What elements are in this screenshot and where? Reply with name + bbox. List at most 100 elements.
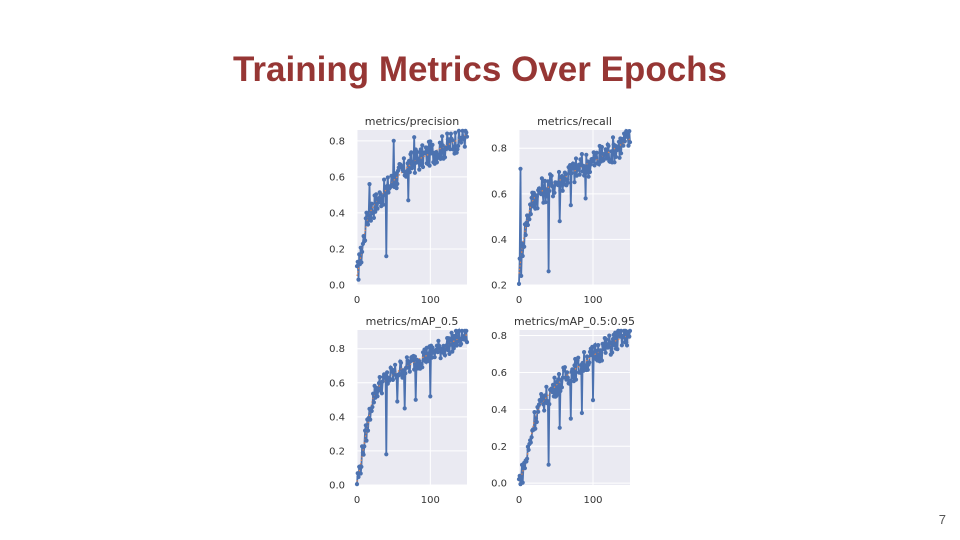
data-point: [381, 202, 386, 207]
data-point: [582, 350, 587, 355]
data-point: [418, 147, 423, 152]
data-point: [412, 135, 417, 140]
data-point: [610, 336, 616, 342]
data-point: [550, 389, 555, 395]
data-point: [393, 362, 398, 367]
data-point: [356, 277, 361, 282]
data-point: [612, 160, 617, 165]
data-point: [568, 203, 573, 208]
data-point: [540, 192, 545, 197]
slide-title: Training Metrics Over Epochs: [232, 50, 728, 89]
data-point: [627, 140, 633, 145]
data-point: [609, 340, 614, 345]
x-tick-label: 0: [516, 295, 522, 306]
data-point: [356, 474, 361, 480]
data-point: [386, 190, 391, 195]
data-point: [544, 384, 549, 389]
data-point: [547, 402, 552, 407]
data-point: [407, 158, 412, 163]
chart-title: metrics/precision: [365, 115, 460, 128]
data-point: [358, 471, 363, 476]
y-tick-label: 0.6: [491, 189, 507, 200]
data-point: [621, 143, 626, 148]
data-point: [619, 343, 625, 348]
data-point: [410, 358, 415, 363]
data-point: [536, 402, 542, 407]
data-point: [368, 218, 373, 223]
data-point: [621, 335, 626, 340]
data-point: [440, 143, 445, 148]
data-point: [384, 452, 389, 457]
data-point: [461, 334, 466, 339]
data-point: [447, 351, 452, 356]
data-point: [420, 143, 425, 148]
data-point: [391, 368, 396, 373]
data-point: [451, 346, 456, 351]
data-point: [519, 273, 524, 278]
x-tick-label: 100: [421, 495, 440, 506]
y-tick-label: 0.8: [329, 136, 345, 147]
data-point: [401, 156, 406, 161]
data-point: [445, 347, 450, 353]
data-point: [354, 482, 360, 487]
data-point: [417, 167, 422, 172]
data-point: [610, 135, 616, 140]
data-point: [539, 176, 545, 181]
data-point: [420, 365, 425, 370]
chart-title: metrics/mAP_0.5:0.95: [514, 315, 635, 328]
data-point: [395, 399, 400, 404]
y-tick-label: 0.0: [491, 479, 507, 490]
data-point: [445, 131, 450, 136]
data-point: [586, 174, 591, 179]
data-point: [369, 408, 374, 414]
data-point: [403, 371, 408, 376]
data-point: [582, 173, 587, 178]
data-point: [568, 416, 573, 421]
data-point: [622, 139, 627, 144]
data-point: [520, 480, 525, 485]
y-tick-label: 0.6: [329, 172, 345, 183]
data-point: [560, 188, 565, 193]
data-point: [362, 444, 367, 449]
data-point: [363, 428, 368, 433]
data-point: [464, 340, 470, 345]
data-point: [460, 128, 465, 133]
data-point: [576, 167, 581, 172]
data-point: [426, 357, 431, 362]
y-tick-label: 0.4: [491, 235, 507, 246]
data-point: [619, 151, 624, 156]
data-point: [427, 163, 432, 168]
data-point: [375, 206, 380, 211]
data-point: [602, 346, 607, 352]
data-point: [526, 447, 531, 452]
data-point: [626, 143, 631, 148]
data-point: [428, 139, 433, 144]
data-point: [593, 343, 598, 348]
data-point: [416, 159, 421, 164]
data-point: [373, 209, 378, 214]
data-point: [454, 150, 459, 155]
data-point: [534, 419, 539, 425]
data-point: [436, 338, 441, 343]
chart-title: metrics/recall: [537, 115, 612, 128]
data-point: [442, 155, 448, 160]
data-point: [367, 182, 372, 187]
data-point: [395, 181, 400, 186]
data-point: [548, 180, 553, 185]
data-point: [456, 328, 461, 333]
data-point: [407, 170, 412, 175]
data-point: [527, 217, 532, 222]
data-point: [598, 348, 603, 353]
data-point: [370, 404, 375, 410]
data-point: [563, 172, 568, 177]
data-point: [440, 134, 445, 139]
data-point: [617, 155, 622, 160]
data-point: [448, 342, 453, 347]
data-point: [520, 253, 525, 259]
data-point: [385, 370, 390, 375]
data-point: [556, 169, 562, 175]
data-point: [528, 440, 533, 445]
data-point: [603, 147, 608, 152]
data-point: [420, 164, 426, 170]
data-point: [545, 194, 550, 199]
